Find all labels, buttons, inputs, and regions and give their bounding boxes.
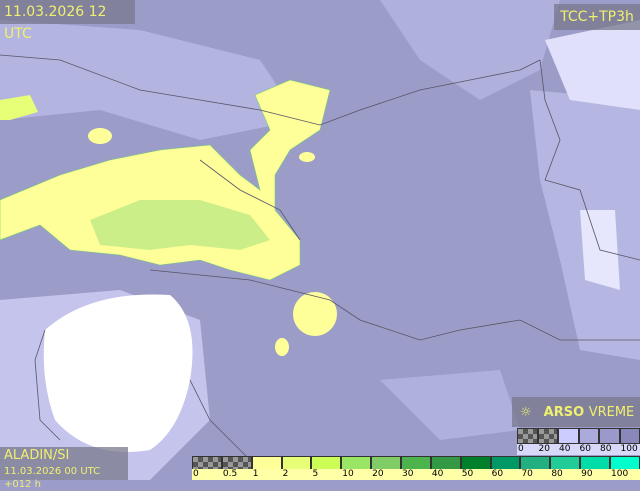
legend-tick: 2 (282, 469, 312, 480)
legend-tick: 10 (341, 469, 371, 480)
legend-swatch (580, 456, 610, 470)
legend-tick: 90 (580, 469, 610, 480)
legend-tick: 40 (431, 469, 461, 480)
legend-swatch (311, 456, 341, 470)
legend-tick: 40 (558, 444, 579, 455)
legend-tick: 60 (491, 469, 521, 480)
legend-tick: 50 (461, 469, 491, 480)
legend-tick: 5 (311, 469, 341, 480)
parameter-label: TCC+TP3h (554, 4, 640, 30)
legend-swatch (222, 456, 252, 470)
model-info: ALADIN/SI 11.03.2026 00 UTC +012 h (0, 447, 128, 480)
arso-logo: ☼ ARSO VREME (512, 397, 640, 427)
legend-tick: 80 (599, 444, 620, 455)
legend-swatch (252, 456, 282, 470)
legend-tick: 80 (550, 469, 580, 480)
legend-swatch (341, 456, 371, 470)
forecast-datetime: 11.03.2026 12 UTC (0, 0, 135, 24)
legend-swatch (282, 456, 312, 470)
legend-tick: 0 (517, 444, 538, 455)
legend-tick: 100 (610, 469, 640, 480)
cloud-legend-bar (517, 428, 640, 444)
legend-swatch (401, 456, 431, 470)
model-run: 11.03.2026 00 UTC +012 h (4, 465, 124, 491)
legend-swatch (579, 428, 600, 444)
legend-tick: 70 (520, 469, 550, 480)
legend-swatch (461, 456, 491, 470)
legend-swatch (550, 456, 580, 470)
sea-clear-sky (44, 294, 193, 452)
legend-tick: 20 (538, 444, 559, 455)
legend-swatch (558, 428, 579, 444)
sun-cloud-icon: ☼ (520, 405, 532, 420)
legend-swatch (599, 428, 620, 444)
legend-swatch (520, 456, 550, 470)
legend-swatch (192, 456, 222, 470)
legend-swatch (538, 428, 559, 444)
legend-swatch (610, 456, 640, 470)
legend-tick: 0 (192, 469, 222, 480)
model-name: ALADIN/SI (4, 449, 124, 462)
legend-tick: 20 (371, 469, 401, 480)
legend-swatch (620, 428, 640, 444)
legend-tick: 0.5 (222, 469, 252, 480)
legend-tick: 100 (620, 444, 640, 455)
legend-tick: 30 (401, 469, 431, 480)
legend-tick: 60 (579, 444, 600, 455)
legend-swatch (517, 428, 538, 444)
legend-swatch (371, 456, 401, 470)
legend-tick: 1 (252, 469, 282, 480)
legend-swatch (431, 456, 461, 470)
legend-swatch (491, 456, 521, 470)
brand-bold: ARSO (544, 405, 585, 420)
precip-legend-bar (192, 456, 640, 470)
brand-light: VREME (589, 405, 635, 420)
